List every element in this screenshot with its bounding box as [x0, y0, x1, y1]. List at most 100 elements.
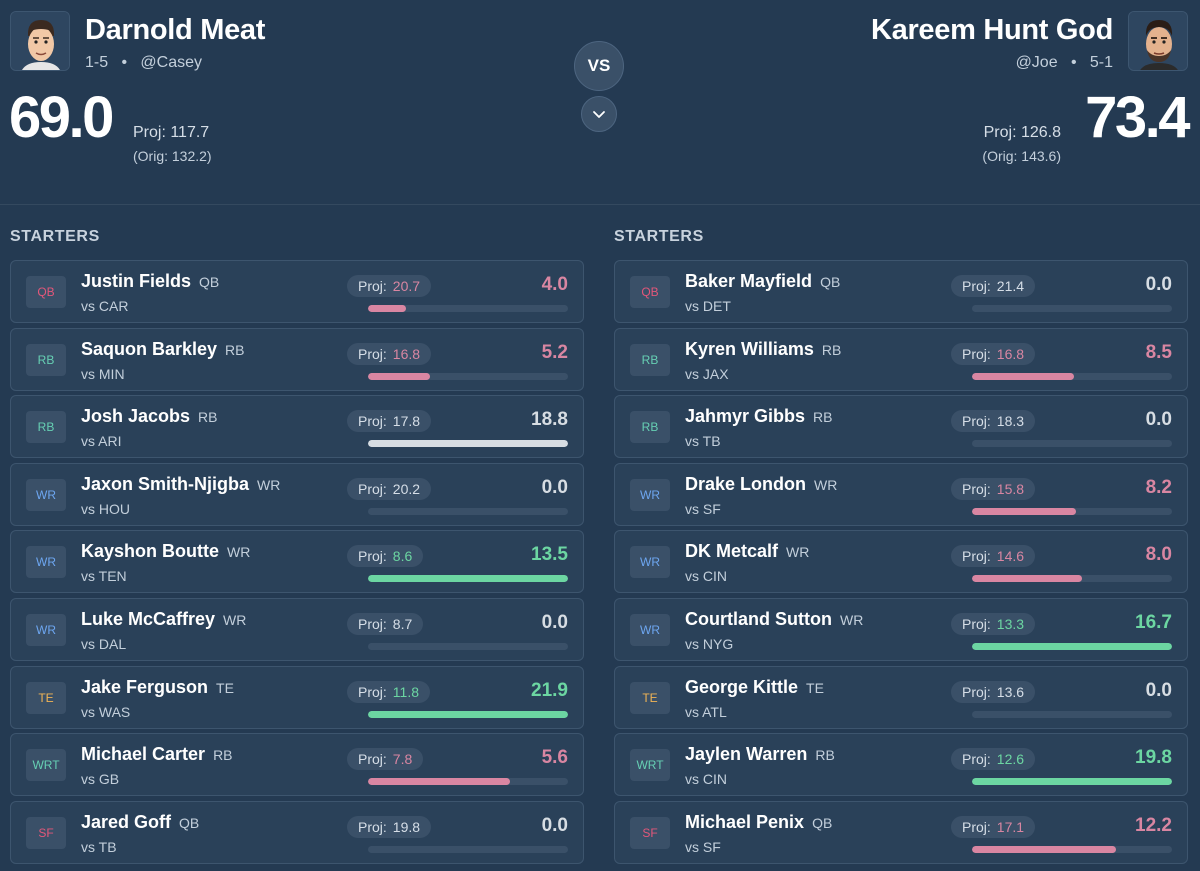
player-name[interactable]: Kyren Williams RB	[685, 339, 841, 360]
position-badge: TE	[630, 681, 670, 714]
player-row[interactable]: WRT Jaylen Warren RB vs CIN Proj: 12.6 19.…	[614, 733, 1188, 797]
projection-value: 13.6	[996, 683, 1025, 700]
player-row[interactable]: TE George Kittle TE vs ATL Proj: 13.6 0.0	[614, 665, 1188, 729]
projection-pill: Proj: 13.3	[951, 612, 1036, 635]
right-team-meta: @Joe • 5-1	[1015, 54, 1113, 71]
player-points: 0.0	[541, 814, 568, 836]
player-row[interactable]: WR Luke McCaffrey WR vs DAL Proj: 8.7 0.0	[10, 597, 584, 661]
player-opponent: vs ATL	[685, 703, 727, 720]
player-name[interactable]: Jaylen Warren RB	[685, 744, 835, 765]
player-name-text[interactable]: Jake Ferguson	[81, 676, 209, 697]
player-name-text[interactable]: Jaylen Warren	[685, 744, 808, 765]
player-name-text[interactable]: George Kittle	[685, 676, 799, 697]
projection-value: 21.4	[996, 278, 1025, 294]
player-row[interactable]: TE Jake Ferguson TE vs WAS Proj: 11.8 21.9	[10, 665, 584, 729]
projection-pill: Proj: 13.6	[951, 680, 1036, 703]
player-name-text[interactable]: Justin Fields	[81, 271, 192, 291]
player-name[interactable]: Kayshon Boutte WR	[81, 541, 250, 562]
right-team-name[interactable]: Kareem Hunt God	[870, 14, 1113, 46]
player-name-text[interactable]: Michael Penix	[685, 811, 805, 832]
player-name[interactable]: Michael Carter RB	[81, 744, 233, 765]
right-starters-list: QB Baker Mayfield QB vs DET Proj: 21.4 0.0…	[614, 260, 1188, 868]
player-name-text[interactable]: Jared Goff	[81, 811, 172, 832]
player-name[interactable]: Courtland Sutton WR	[685, 609, 863, 630]
player-name-text[interactable]: Baker Mayfield	[685, 271, 813, 291]
player-name[interactable]: Jake Ferguson TE	[81, 677, 234, 698]
progress-track	[972, 372, 1172, 380]
projection-value: 20.7	[392, 278, 421, 294]
player-row[interactable]: QB Justin Fields QB vs CAR Proj: 20.7 4.0	[10, 260, 584, 323]
player-name[interactable]: Jahmyr Gibbs RB	[685, 406, 833, 427]
projection-pill: Proj: 15.8	[951, 477, 1036, 500]
projection-pill: Proj: 7.8	[347, 748, 424, 771]
player-name-text[interactable]: Jaxon Smith-Njigba	[81, 473, 250, 494]
player-row[interactable]: SF Jared Goff QB vs TB Proj: 19.8 0.0	[10, 800, 584, 864]
player-row[interactable]: SF Michael Penix QB vs SF Proj: 17.1 12.2	[614, 800, 1188, 864]
player-name[interactable]: George Kittle TE	[685, 677, 824, 698]
player-row[interactable]: WR DK Metcalf WR vs CIN Proj: 14.6 8.0	[614, 530, 1188, 594]
vs-badge: VS	[574, 41, 624, 91]
player-name-text[interactable]: Josh Jacobs	[81, 406, 191, 427]
avatar-right[interactable]	[1128, 11, 1188, 71]
progress-track	[972, 710, 1172, 718]
player-name[interactable]: Jared Goff QB	[81, 812, 199, 833]
player-name[interactable]: Drake London WR	[685, 474, 837, 495]
player-opponent: vs DET	[685, 298, 731, 314]
position-badge: RB	[630, 411, 670, 444]
player-name[interactable]: Josh Jacobs RB	[81, 406, 218, 427]
progress-track	[368, 507, 568, 515]
player-position: WR	[227, 544, 251, 561]
player-row[interactable]: WRT Michael Carter RB vs GB Proj: 7.8 5.6	[10, 733, 584, 797]
player-position: RB	[213, 747, 233, 764]
player-row[interactable]: QB Baker Mayfield QB vs DET Proj: 21.4 0.0	[614, 260, 1188, 323]
expand-button[interactable]	[581, 96, 617, 132]
player-name-text[interactable]: Drake London	[685, 473, 807, 494]
player-name[interactable]: DK Metcalf WR	[685, 541, 809, 562]
player-name-text[interactable]: Kayshon Boutte	[81, 541, 220, 562]
player-opponent: vs ARI	[81, 433, 122, 450]
right-team-original-projection: (Orig: 143.6)	[982, 148, 1061, 164]
projection-value: 16.8	[392, 345, 421, 362]
player-row[interactable]: RB Josh Jacobs RB vs ARI Proj: 17.8 18.8	[10, 395, 584, 459]
progress-fill	[972, 845, 1116, 853]
avatar-left[interactable]	[10, 11, 70, 71]
player-row[interactable]: RB Jahmyr Gibbs RB vs TB Proj: 18.3 0.0	[614, 395, 1188, 459]
projection-label: Proj:	[358, 615, 387, 632]
projection-label: Proj:	[962, 413, 991, 430]
player-position: QB	[820, 274, 841, 290]
player-row[interactable]: WR Jaxon Smith-Njigba WR vs HOU Proj: 20.2…	[10, 462, 584, 526]
player-row[interactable]: WR Courtland Sutton WR vs NYG Proj: 13.3 1…	[614, 597, 1188, 661]
player-name-text[interactable]: Saquon Barkley	[81, 338, 218, 359]
position-badge: WR	[26, 613, 66, 646]
progress-fill	[972, 575, 1082, 583]
player-name[interactable]: Saquon Barkley RB	[81, 339, 245, 360]
player-points: 0.0	[541, 476, 568, 498]
player-opponent: vs JAX	[685, 365, 729, 382]
player-name[interactable]: Jaxon Smith-Njigba WR	[81, 474, 280, 495]
player-name-text[interactable]: Kyren Williams	[685, 338, 814, 359]
position-badge: WR	[630, 478, 670, 511]
avatar-face-icon	[1129, 12, 1187, 70]
player-row[interactable]: WR Drake London WR vs SF Proj: 15.8 8.2	[614, 462, 1188, 526]
player-row[interactable]: WR Kayshon Boutte WR vs TEN Proj: 8.6 13.5	[10, 530, 584, 594]
player-row[interactable]: RB Kyren Williams RB vs JAX Proj: 16.8 8.5	[614, 327, 1188, 391]
player-opponent: vs MIN	[81, 365, 125, 382]
player-name-text[interactable]: Jahmyr Gibbs	[685, 406, 806, 427]
position-badge: RB	[26, 343, 66, 376]
player-name-text[interactable]: Courtland Sutton	[685, 608, 832, 629]
player-name-text[interactable]: Michael Carter	[81, 744, 206, 765]
player-name[interactable]: Michael Penix QB	[685, 812, 832, 833]
player-name-text[interactable]: DK Metcalf	[685, 541, 779, 562]
player-points: 5.2	[541, 341, 568, 363]
player-name-text[interactable]: Luke McCaffrey	[81, 608, 216, 629]
projection-pill: Proj: 21.4	[951, 275, 1036, 297]
projection-value: 19.8	[392, 818, 421, 835]
projection-value: 14.6	[996, 548, 1025, 565]
progress-track	[368, 710, 568, 718]
player-row[interactable]: RB Saquon Barkley RB vs MIN Proj: 16.8 5.2	[10, 327, 584, 391]
player-name[interactable]: Baker Mayfield QB	[685, 271, 840, 292]
player-name[interactable]: Justin Fields QB	[81, 271, 219, 292]
progress-fill	[972, 372, 1074, 380]
left-team-name[interactable]: Darnold Meat	[85, 14, 266, 46]
player-name[interactable]: Luke McCaffrey WR	[81, 609, 246, 630]
